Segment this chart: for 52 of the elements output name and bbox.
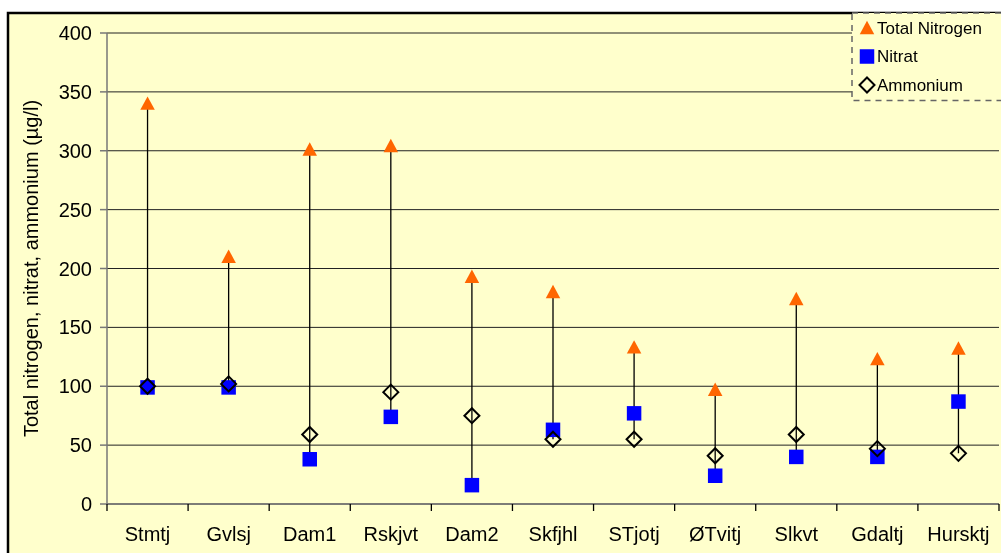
point <box>951 394 966 409</box>
point <box>464 269 480 283</box>
x-tick-label: Gvlsj <box>206 523 251 545</box>
point <box>625 430 643 448</box>
point <box>464 477 480 493</box>
point <box>707 382 723 396</box>
y-tick-label: 50 <box>69 434 92 457</box>
point <box>707 468 723 483</box>
point <box>301 426 319 444</box>
point <box>220 375 238 393</box>
point <box>789 449 804 465</box>
point <box>951 341 966 355</box>
point <box>544 430 562 448</box>
point <box>789 291 804 306</box>
x-tick-label: Slkvt <box>774 523 819 545</box>
x-tick-label: Hursktj <box>927 523 990 545</box>
x-tick-label: ØTvitj <box>689 523 742 545</box>
x-tick-label: Dam2 <box>445 523 499 545</box>
point <box>463 407 481 425</box>
point <box>870 351 885 366</box>
point <box>949 444 967 462</box>
point <box>383 138 399 153</box>
y-tick-label: 200 <box>58 257 92 280</box>
y-tick-label: 250 <box>58 198 92 221</box>
point <box>706 447 724 465</box>
legend-label: Ammonium <box>877 75 963 95</box>
y-tick-label: 350 <box>58 80 92 103</box>
point <box>868 440 886 458</box>
y-tick-label: 100 <box>58 375 92 398</box>
point <box>140 96 155 110</box>
x-tick-label: Stmtj <box>124 523 171 545</box>
y-tick-label: 0 <box>80 493 92 515</box>
point <box>221 249 236 263</box>
legend-label: Total Nitrogen <box>877 18 982 38</box>
x-tick-label: Rskjvt <box>363 523 419 545</box>
point <box>626 340 642 354</box>
legend-label: Nitrat <box>877 47 918 67</box>
x-tick-label: STjotj <box>608 523 660 545</box>
point <box>382 383 400 401</box>
y-tick-label: 300 <box>58 139 92 162</box>
point <box>302 452 317 467</box>
point <box>302 142 317 156</box>
x-tick-label: Dam1 <box>283 523 337 545</box>
x-tick-label: Gdaltj <box>851 523 904 545</box>
point <box>545 284 561 299</box>
y-tick-label: 400 <box>58 22 92 44</box>
y-tick-label: 150 <box>58 316 92 339</box>
point <box>383 409 399 425</box>
y-axis-title: Total nitrogen, nitrat, ammonium (µg/l) <box>20 99 42 438</box>
point <box>787 426 805 444</box>
x-tick-label: Skfjhl <box>528 523 578 545</box>
point <box>626 406 642 421</box>
